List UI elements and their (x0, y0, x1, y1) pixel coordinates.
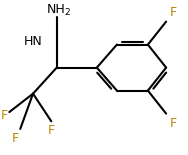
Text: HN: HN (23, 35, 42, 48)
Text: F: F (0, 109, 8, 122)
Text: NH: NH (46, 3, 65, 16)
Text: F: F (170, 6, 177, 19)
Text: F: F (170, 117, 177, 130)
Text: 2: 2 (64, 8, 70, 17)
Text: F: F (11, 132, 18, 145)
Text: F: F (48, 124, 55, 137)
